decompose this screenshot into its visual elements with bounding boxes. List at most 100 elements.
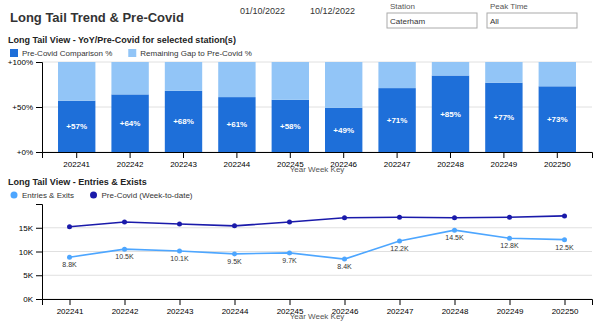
- plot-area: [67, 213, 567, 261]
- y-tick: +0%: [17, 148, 42, 157]
- x-tick-label: 202250: [544, 160, 571, 169]
- point: [507, 236, 512, 241]
- y-tick-mark: [36, 107, 42, 108]
- x-tick-mark: [503, 152, 504, 158]
- x-tick-label: 202241: [63, 160, 90, 169]
- x-tick: 202244: [224, 152, 251, 169]
- x-tick-mark: [70, 299, 71, 305]
- y-axis: +0% +50% +100%: [8, 58, 43, 157]
- point: [562, 213, 567, 218]
- plot-area: [58, 62, 576, 152]
- legend-label: Entries & Exits: [22, 191, 74, 200]
- x-tick-mark: [510, 299, 511, 305]
- date-to: 10/12/2022: [310, 6, 355, 16]
- data-labels: +57%+64%+68%+61%+58%+49%+71%+85%+77%+73%: [66, 110, 567, 135]
- y-tick: 5K: [23, 271, 42, 280]
- legend-item: Pre-Covid (Week-to-date): [90, 191, 193, 200]
- bar: [539, 62, 576, 86]
- x-tick: 202249: [491, 152, 518, 169]
- point: [342, 215, 347, 220]
- bar: [432, 76, 469, 153]
- data-label: 8.8K: [62, 261, 77, 268]
- legend-item: Entries & Exits: [11, 191, 75, 200]
- bar: [165, 91, 202, 152]
- y-axis-line: [36, 63, 43, 153]
- bar: [165, 62, 202, 91]
- point: [122, 247, 127, 252]
- bar: [218, 97, 255, 152]
- grid: [42, 62, 592, 152]
- y-tick-label: +50%: [12, 103, 33, 112]
- bar: [485, 83, 522, 152]
- point: [177, 221, 182, 226]
- y-tick: 10K: [19, 248, 42, 257]
- point: [562, 237, 567, 242]
- x-tick-mark: [450, 152, 451, 158]
- x-axis-line: [43, 300, 593, 306]
- data-label: 12.5K: [555, 244, 574, 251]
- data-label: 14.5K: [445, 234, 464, 241]
- x-tick-label: 202242: [112, 307, 139, 316]
- x-tick-label: 202247: [387, 307, 414, 316]
- bar: [111, 94, 148, 152]
- data-label: +68%: [173, 117, 194, 126]
- x-tick-mark: [565, 299, 566, 305]
- grid-line: [42, 275, 592, 276]
- x-axis-title: Year Week Key: [290, 312, 345, 321]
- point: [67, 255, 72, 260]
- y-tick-mark: [36, 152, 42, 153]
- point: [122, 220, 127, 225]
- legend-label: Pre-Covid (Week-to-date): [102, 191, 193, 200]
- y-tick-label: +0%: [17, 148, 33, 157]
- legend-item: Remaining Gap to Pre-Covid %: [128, 49, 252, 58]
- chart-title: Long Tail View - YoY/Pre-Covid for selec…: [8, 35, 236, 45]
- legend-label: Pre-Covid Comparison %: [22, 49, 112, 58]
- y-tick-mark: [36, 62, 42, 63]
- point: [287, 250, 292, 255]
- x-tick-mark: [180, 299, 181, 305]
- data-label: +58%: [280, 122, 301, 131]
- field-value: All: [490, 17, 499, 26]
- data-label: 10.5K: [115, 253, 134, 260]
- x-tick-label: 202249: [497, 307, 524, 316]
- y-axis: 0K 5K 10K 15K: [19, 205, 43, 305]
- data-label: +73%: [547, 115, 568, 124]
- y-tick-mark: [36, 228, 42, 229]
- point: [397, 215, 402, 220]
- x-tick-mark: [290, 152, 291, 158]
- x-tick-label: 202249: [491, 160, 518, 169]
- x-tick-label: 202241: [57, 307, 84, 316]
- point: [452, 228, 457, 233]
- bar: [218, 62, 255, 97]
- grid-line: [42, 227, 592, 228]
- y-tick-label: 15K: [19, 224, 34, 233]
- field-box: [387, 13, 477, 28]
- y-tick-label: 0K: [23, 295, 33, 304]
- point: [232, 251, 237, 256]
- data-label: +64%: [120, 119, 141, 128]
- data-label: 12.2K: [390, 245, 409, 252]
- x-tick-label: 202248: [442, 307, 469, 316]
- x-tick-mark: [183, 152, 184, 158]
- y-tick-label: +100%: [8, 58, 33, 67]
- data-label: 12.8K: [500, 242, 519, 249]
- chart-root: Long Tail Trend & Pre-Covid01/10/202210/…: [0, 0, 602, 323]
- data-label: 9.7K: [282, 257, 297, 264]
- bar: [539, 86, 576, 152]
- data-label: +57%: [66, 122, 87, 131]
- x-tick-label: 202243: [170, 160, 197, 169]
- x-tick-mark: [125, 299, 126, 305]
- y-tick-label: 10K: [19, 248, 34, 257]
- y-tick: 15K: [19, 224, 42, 233]
- bar: [325, 108, 362, 152]
- x-axis-line: [43, 153, 593, 159]
- point: [177, 249, 182, 254]
- x-tick-mark: [130, 152, 131, 158]
- legend-swatch: [90, 192, 97, 199]
- x-tick: 202241: [57, 299, 84, 316]
- y-tick-mark: [36, 275, 42, 276]
- x-tick-mark: [290, 299, 291, 305]
- legend: Pre-Covid Comparison % Remaining Gap to P…: [10, 49, 252, 58]
- x-tick-label: 202244: [224, 160, 251, 169]
- x-tick: 202248: [437, 152, 464, 169]
